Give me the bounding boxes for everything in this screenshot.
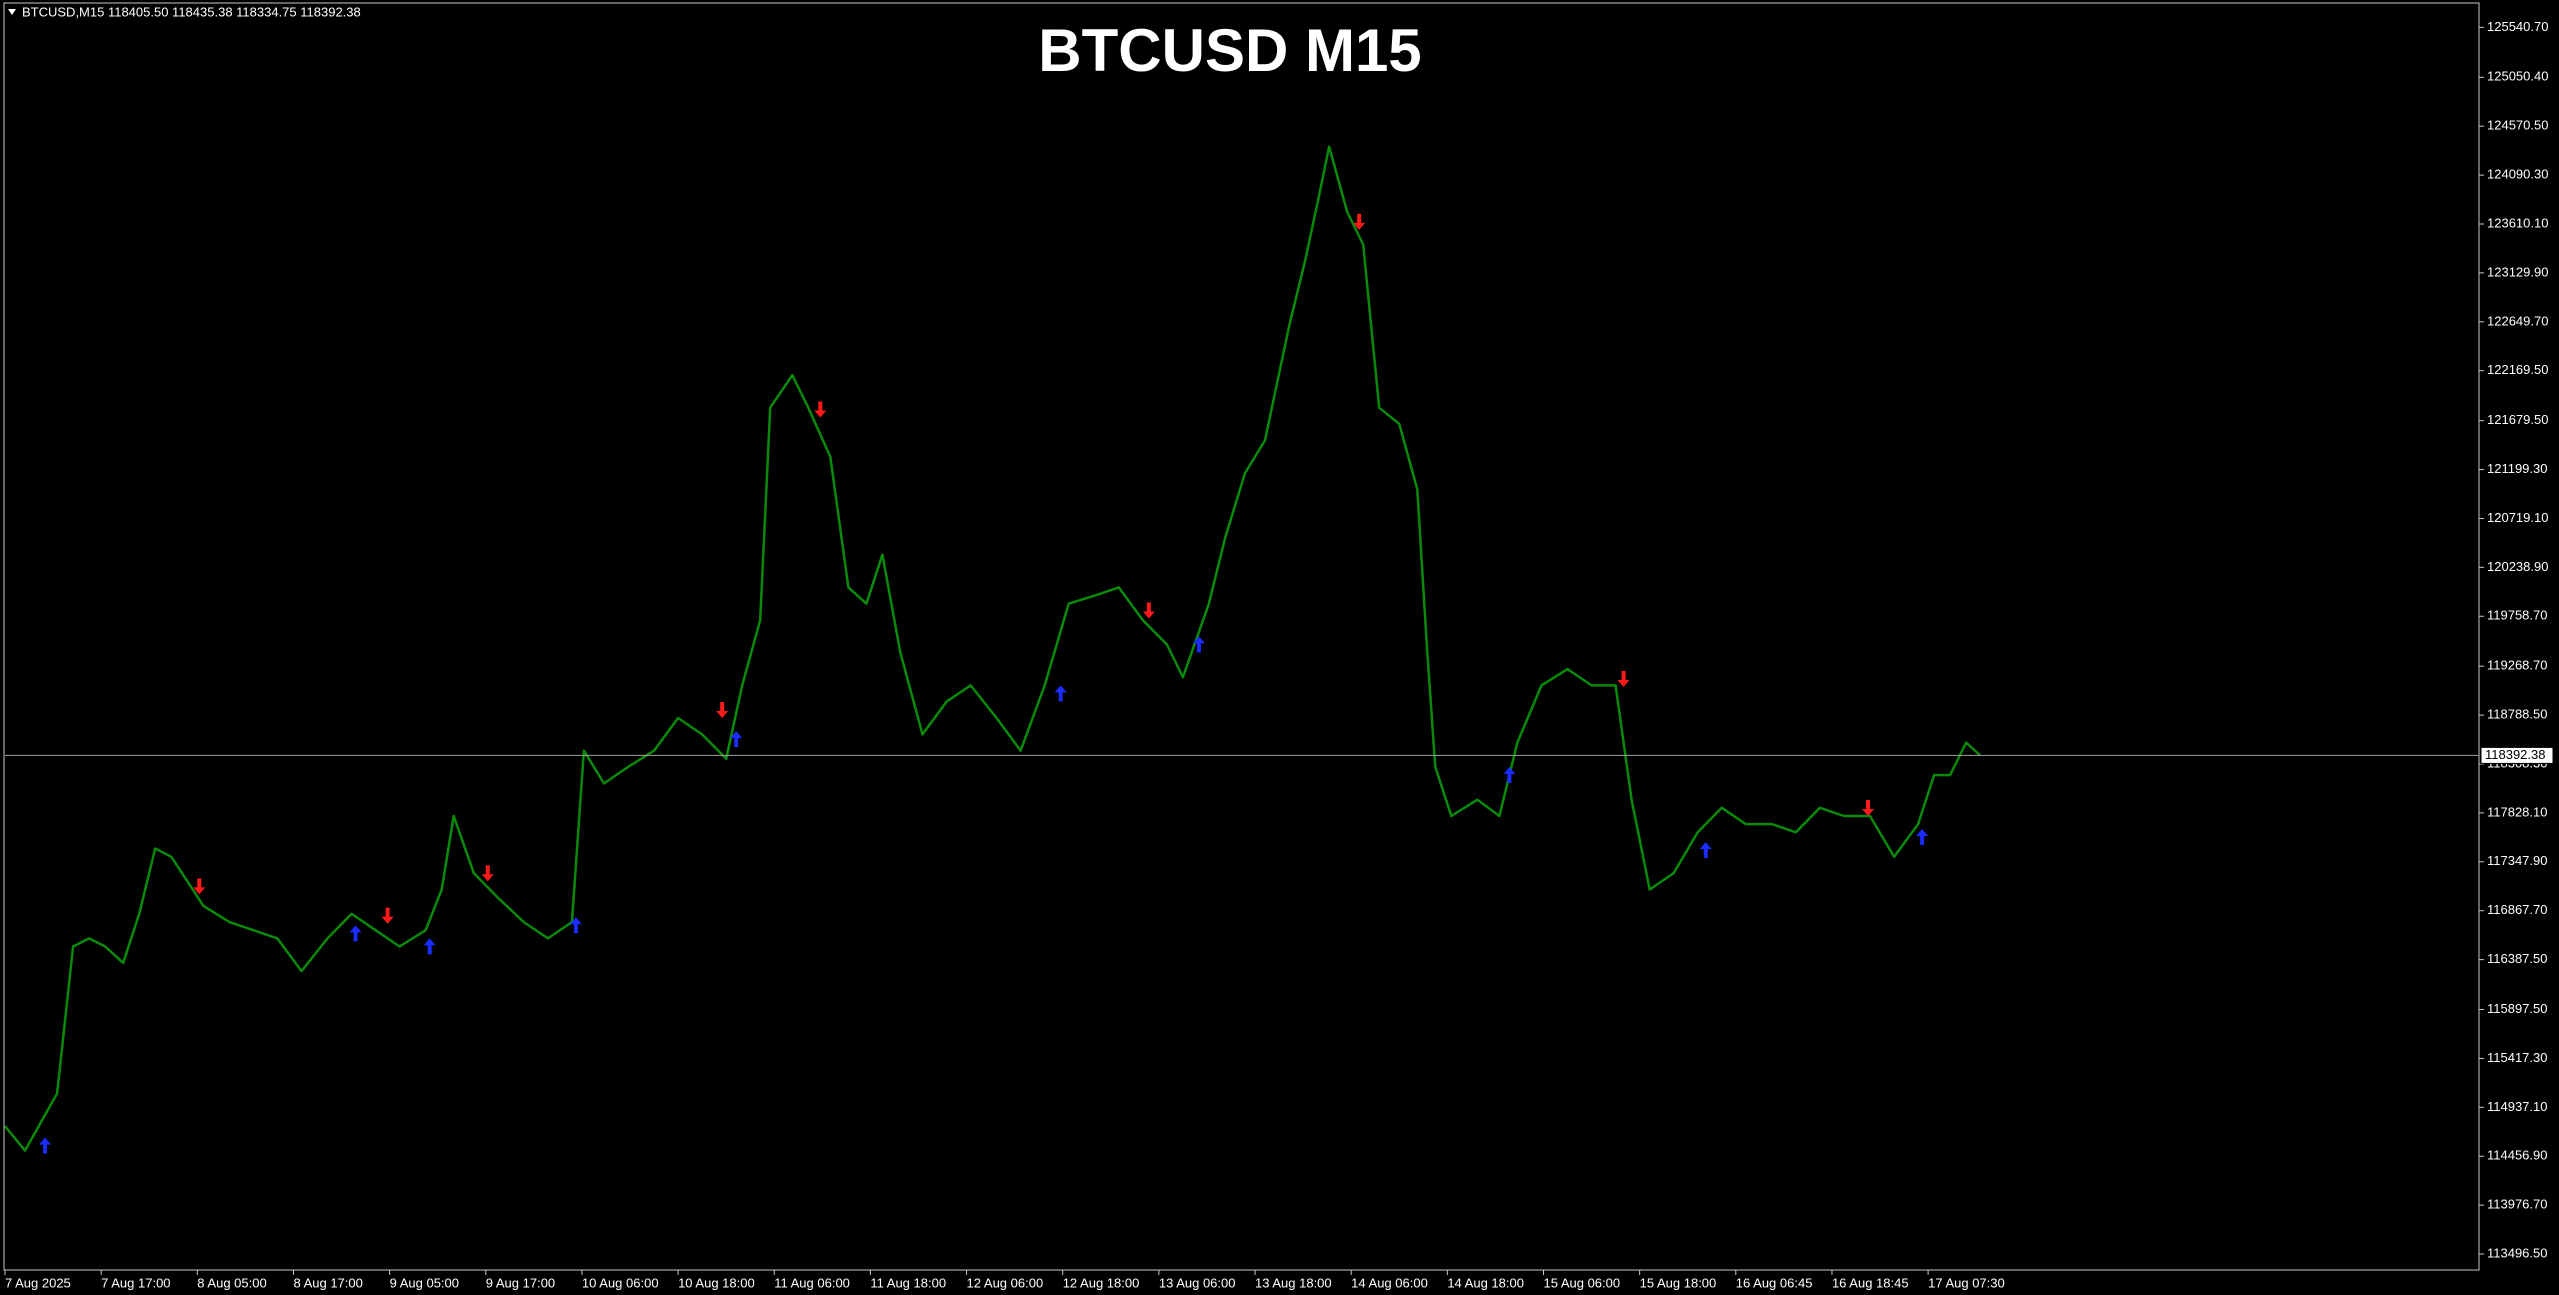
x-tick-label: 10 Aug 18:00 [678,1275,755,1290]
buy-arrow [423,938,436,955]
x-tick-label: 11 Aug 18:00 [870,1275,946,1290]
x-tick-label: 13 Aug 18:00 [1255,1275,1332,1290]
x-tick-label: 11 Aug 06:00 [774,1275,850,1290]
y-tick-label: 119268.70 [2487,658,2548,673]
sell-arrow [1142,602,1155,619]
y-tick-label: 116867.70 [2487,902,2548,917]
sell-arrow [381,907,394,924]
buy-arrow [1916,828,1929,845]
sell-arrow [716,701,729,718]
sell-arrow [1353,213,1366,230]
menu-triangle[interactable] [8,9,16,15]
x-tick-label: 13 Aug 06:00 [1159,1275,1236,1290]
x-tick-label: 15 Aug 06:00 [1543,1275,1620,1290]
y-tick-label: 120719.10 [2487,510,2548,525]
x-tick-label: 10 Aug 06:00 [582,1275,659,1290]
buy-arrow [39,1137,52,1154]
x-tick-label: 14 Aug 06:00 [1351,1275,1428,1290]
y-tick-label: 121679.50 [2487,412,2548,427]
x-tick-label: 7 Aug 2025 [5,1275,71,1290]
y-tick-label: 118788.50 [2487,707,2548,722]
y-tick-label: 123610.10 [2487,215,2548,230]
y-tick-label: 116387.50 [2487,951,2548,966]
y-tick-label: 125050.40 [2487,69,2548,84]
buy-arrow [349,925,362,942]
chart-title: BTCUSD M15 [1038,17,1421,84]
y-tick-label: 124570.50 [2487,118,2548,133]
x-tick-label: 16 Aug 06:45 [1736,1275,1813,1290]
x-tick-label: 15 Aug 18:00 [1640,1275,1717,1290]
header: BTCUSD,M15 118405.50 118435.38 118334.75… [22,4,361,19]
y-tick-label: 122649.70 [2487,313,2548,328]
x-tick-label: 8 Aug 17:00 [293,1275,362,1290]
x-tick-label: 9 Aug 17:00 [486,1275,555,1290]
x-tick-label: 8 Aug 05:00 [197,1275,266,1290]
y-tick-label: 115417.30 [2487,1050,2548,1065]
plot-frame [3,2,2480,1271]
buy-arrow [1503,766,1516,783]
y-tick-label: 123129.90 [2487,264,2548,279]
x-tick-label: 12 Aug 18:00 [1063,1275,1140,1290]
x-tick-label: 9 Aug 05:00 [390,1275,459,1290]
current-price-box [2480,746,2554,764]
x-tick-label: 16 Aug 18:45 [1832,1275,1909,1290]
sell-arrow [193,878,206,895]
y-tick-label: 117828.10 [2487,804,2548,819]
sell-arrow [481,865,494,882]
y-tick-label: 124090.30 [2487,167,2548,182]
y-tick-label: 125540.70 [2487,19,2548,34]
y-tick-label: 113976.70 [2487,1197,2548,1212]
x-tick-label: 17 Aug 07:30 [1928,1275,2005,1290]
y-tick-label: 114456.90 [2487,1148,2548,1163]
buy-arrow [1699,842,1712,859]
buy-arrow [569,917,582,934]
buy-arrow [730,731,743,748]
sell-arrow [1617,671,1630,688]
y-tick-label: 113496.50 [2487,1245,2548,1260]
x-tick-label: 7 Aug 17:00 [101,1275,170,1290]
x-tick-label: 14 Aug 18:00 [1447,1275,1524,1290]
y-tick-label: 121199.30 [2487,461,2548,476]
x-tick-label: 12 Aug 06:00 [967,1275,1044,1290]
current-price-label: 118392.38 [2485,747,2546,762]
price-line [4,145,1982,1152]
sell-arrow [814,401,827,418]
sell-arrow [1862,799,1875,816]
buy-arrow [1054,685,1067,702]
y-tick-label: 115897.50 [2487,1001,2548,1016]
y-tick-label: 117347.90 [2487,853,2548,868]
y-tick-label: 119758.70 [2487,608,2548,623]
y-tick-label: 114937.10 [2487,1099,2548,1114]
y-tick-label: 120238.90 [2487,559,2548,574]
buy-arrow [1192,636,1205,653]
y-tick-label: 122169.50 [2487,362,2548,377]
